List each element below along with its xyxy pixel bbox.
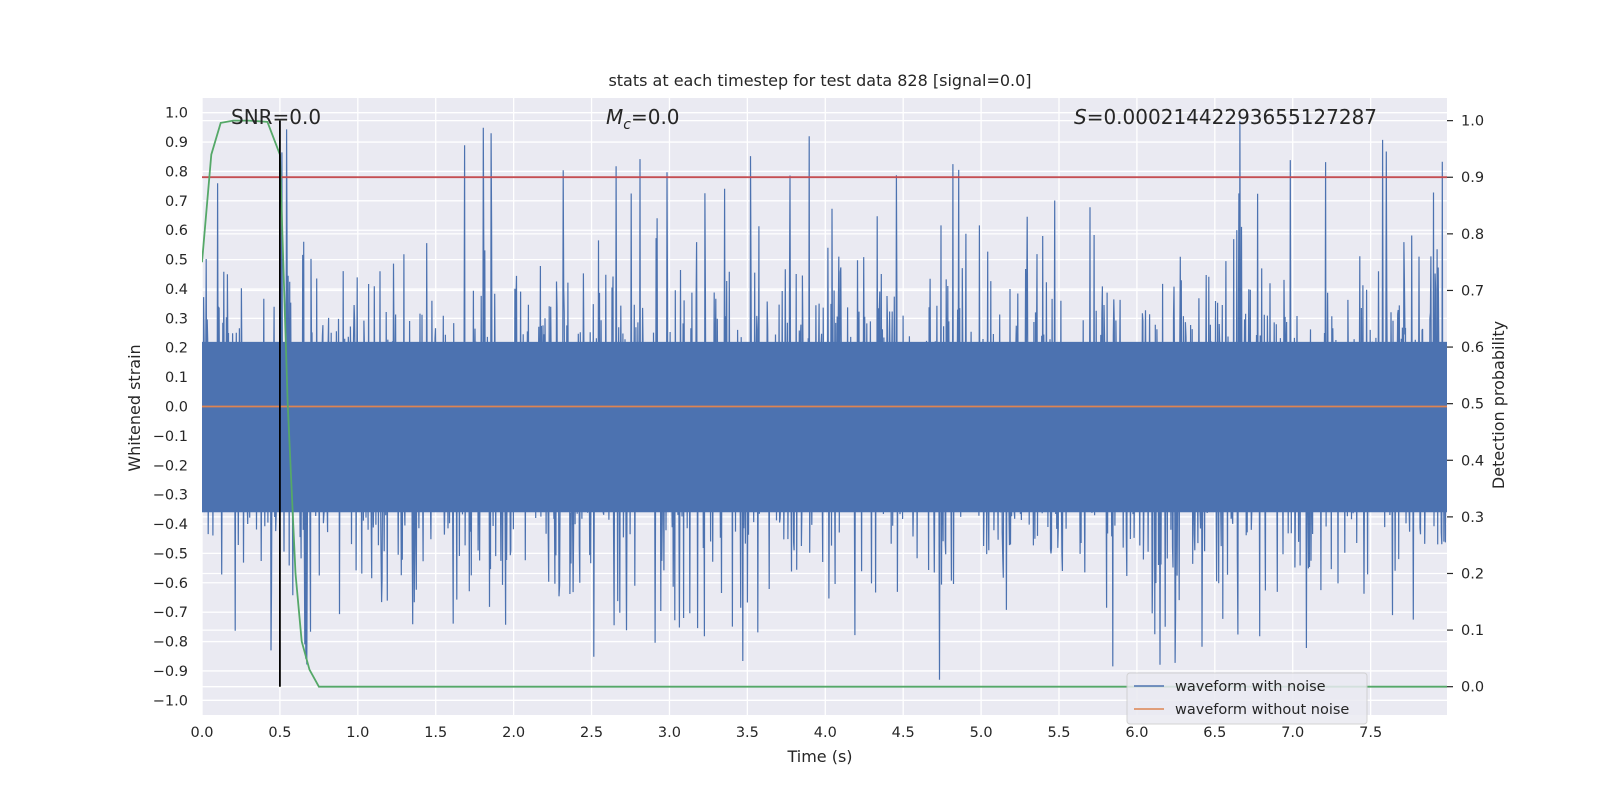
legend-label-clean: waveform without noise xyxy=(1175,702,1349,718)
y-tick-label-right: 0.9 xyxy=(1461,170,1484,186)
x-tick-label: 4.5 xyxy=(892,725,915,741)
x-tick-label: 7.5 xyxy=(1359,725,1382,741)
y-tick-label-left: 0.3 xyxy=(165,311,188,327)
x-tick-label: 4.0 xyxy=(814,725,837,741)
y-tick-label-left: −0.3 xyxy=(153,488,188,504)
mc-symbol: M xyxy=(606,105,623,129)
y-tick-label-left: −0.6 xyxy=(153,576,188,592)
waveform-core-band xyxy=(202,341,1447,513)
x-tick-label: 7.0 xyxy=(1281,725,1304,741)
mc-value: =0.0 xyxy=(631,105,680,129)
legend: waveform with noise waveform without noi… xyxy=(1126,672,1368,725)
y-tick-label-left: −0.2 xyxy=(153,458,188,474)
x-tick-label: 5.0 xyxy=(970,725,993,741)
y-tick-label-left: −0.4 xyxy=(153,517,188,533)
waveform-with-noise xyxy=(202,120,1447,680)
s-symbol: S xyxy=(1074,105,1087,129)
y-tick-label-right: 0.2 xyxy=(1461,566,1484,582)
x-tick-label: 0.0 xyxy=(190,725,213,741)
y-axis-left-label: Whitened strain xyxy=(125,344,144,471)
x-axis-label: Time (s) xyxy=(786,747,852,766)
x-tick-label: 2.0 xyxy=(502,725,525,741)
y-tick-label-left: 0.2 xyxy=(165,341,188,357)
y-tick-label-left: 0.6 xyxy=(165,223,188,239)
y-tick-label-left: 0.0 xyxy=(165,400,188,416)
x-tick-label: 6.0 xyxy=(1125,725,1148,741)
mc-annotation: Mc=0.0 xyxy=(606,105,680,133)
y-tick-label-right: 0.5 xyxy=(1461,397,1484,413)
x-tick-label: 6.5 xyxy=(1203,725,1226,741)
y-tick-label-right: 0.4 xyxy=(1461,453,1484,469)
y-tick-label-left: −0.1 xyxy=(153,429,188,445)
x-tick-label: 3.5 xyxy=(736,725,759,741)
y-tick-label-left: −0.5 xyxy=(153,546,188,562)
y-tick-label-left: −0.8 xyxy=(153,635,188,651)
y-tick-label-left: 0.1 xyxy=(165,370,188,386)
y-tick-label-right: 0.7 xyxy=(1461,283,1484,299)
chart-title: stats at each timestep for test data 828… xyxy=(608,71,1031,90)
y-axis-right-label: Detection probability xyxy=(1489,321,1508,489)
y-tick-label-left: 0.5 xyxy=(165,253,188,269)
x-tick-label: 1.0 xyxy=(346,725,369,741)
x-tick-label: 1.5 xyxy=(424,725,447,741)
s-annotation: S=0.00021442293655127287 xyxy=(1074,105,1377,129)
s-value: =0.00021442293655127287 xyxy=(1087,105,1377,129)
y-tick-label-left: −0.9 xyxy=(153,664,188,680)
y-tick-label-left: 0.9 xyxy=(165,135,188,151)
y-tick-label-left: 0.8 xyxy=(165,164,188,180)
y-tick-label-left: 0.7 xyxy=(165,194,188,210)
y-tick-label-right: 0.8 xyxy=(1461,227,1484,243)
y-tick-label-right: 0.0 xyxy=(1461,680,1484,696)
y-tick-label-right: 1.0 xyxy=(1461,114,1484,130)
detection-probability-line xyxy=(202,119,1447,688)
legend-label-noise: waveform with noise xyxy=(1175,679,1326,695)
y-tick-label-right: 0.6 xyxy=(1461,340,1484,356)
y-tick-label-left: 1.0 xyxy=(165,106,188,122)
snr-annotation: SNR=0.0 xyxy=(231,105,321,129)
legend-box xyxy=(1126,672,1368,725)
x-tick-label: 0.5 xyxy=(268,725,291,741)
mc-subscript: c xyxy=(623,117,631,133)
y-tick-label-right: 0.3 xyxy=(1461,510,1484,526)
y-tick-label-left: −0.7 xyxy=(153,605,188,621)
y-tick-label-right: 0.1 xyxy=(1461,623,1484,639)
x-tick-label: 5.5 xyxy=(1047,725,1070,741)
y-tick-label-left: −1.0 xyxy=(153,693,188,709)
x-tick-label: 2.5 xyxy=(580,725,603,741)
y-tick-label-left: 0.4 xyxy=(165,282,188,298)
x-tick-label: 3.0 xyxy=(658,725,681,741)
